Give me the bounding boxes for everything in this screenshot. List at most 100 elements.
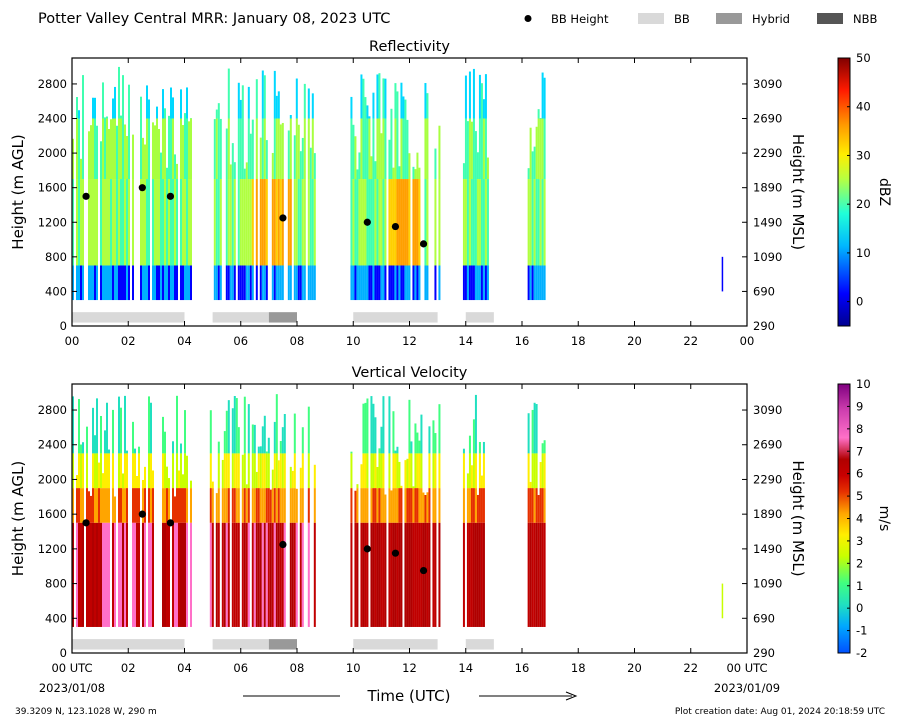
- heatmap-cell: [402, 118, 405, 180]
- bb-type-segment: [212, 312, 269, 323]
- x-tick-label: 02: [121, 334, 136, 348]
- heatmap-cell: [299, 488, 302, 523]
- heatmap-cell: [148, 265, 150, 301]
- heatmap-cell: [472, 265, 475, 301]
- heatmap-cell: [529, 522, 532, 627]
- heatmap-cell: [366, 398, 369, 454]
- heatmap-cell: [480, 265, 483, 301]
- heatmap-cell: [412, 522, 415, 627]
- heatmap-cell: [273, 522, 276, 627]
- heatmap-cell: [110, 265, 112, 301]
- legend-swatch: [638, 13, 664, 24]
- heatmap-cell: [114, 179, 116, 266]
- heatmap-cell: [537, 118, 540, 180]
- heatmap-cell: [180, 522, 182, 627]
- heatmap-cell: [410, 522, 413, 627]
- heatmap-cell: [241, 488, 244, 523]
- heatmap-cell: [472, 179, 475, 266]
- heatmap-cell: [396, 118, 399, 180]
- creation-date-text: Plot creation date: Aug 01, 2024 20:18:5…: [675, 707, 885, 717]
- heatmap-cell: [172, 522, 174, 627]
- heatmap-cell: [96, 522, 98, 627]
- heatmap-cell: [283, 414, 286, 454]
- heatmap-cell: [158, 128, 160, 180]
- heatmap-cell: [227, 522, 230, 627]
- heatmap-cell: [370, 396, 373, 454]
- heatmap-cell: [350, 179, 353, 266]
- heatmap-cell: [281, 179, 284, 266]
- heatmap-cell: [354, 490, 357, 523]
- heatmap-cell: [531, 409, 534, 454]
- y-axis-label: Height (m AGL): [9, 461, 27, 576]
- heatmap-cell: [382, 488, 385, 523]
- bb-height-point: [138, 510, 146, 518]
- heatmap-cell: [299, 467, 302, 489]
- heatmap-cell: [186, 265, 188, 301]
- heatmap-cell: [102, 488, 104, 523]
- legend-label: Hybrid: [752, 12, 790, 26]
- heatmap-cell: [174, 496, 176, 523]
- heatmap-cell: [424, 118, 427, 180]
- heatmap-cell: [92, 522, 94, 627]
- figure-title: Potter Valley Central MRR: January 08, 2…: [38, 11, 390, 27]
- heatmap-cell: [394, 488, 397, 523]
- heatmap-cell: [468, 522, 471, 627]
- heatmap-cell: [108, 522, 110, 627]
- heatmap-cell: [259, 453, 262, 489]
- heatmap-cell: [362, 453, 365, 489]
- heatmap-cell: [132, 265, 134, 301]
- heatmap-cell: [478, 441, 481, 454]
- heatmap-cell: [209, 488, 212, 523]
- heatmap-cell: [533, 402, 536, 454]
- heatmap-cell: [370, 522, 373, 627]
- heatmap-cell: [213, 265, 216, 301]
- x-tick-label: 22: [683, 661, 698, 675]
- heatmap-cell: [82, 75, 84, 119]
- heatmap-cell: [184, 453, 186, 489]
- y-right-tick-label: 2690: [753, 112, 782, 126]
- heatmap-cell: [170, 265, 172, 301]
- heatmap-cell: [229, 265, 232, 301]
- heatmap-cell: [426, 265, 429, 301]
- heatmap-cell: [241, 454, 244, 489]
- heatmap-cell: [358, 265, 361, 301]
- heatmap-cell: [426, 93, 429, 119]
- heatmap-cell: [291, 488, 294, 523]
- heatmap-cell: [164, 265, 166, 301]
- heatmap-cell: [390, 265, 393, 301]
- heatmap-cell: [301, 488, 304, 523]
- heatmap-cell: [301, 427, 304, 454]
- heatmap-cell: [472, 453, 475, 489]
- y-tick-label: 800: [45, 250, 67, 264]
- heatmap-cell: [311, 118, 314, 180]
- heatmap-cell: [396, 91, 399, 119]
- heatmap-cell: [172, 488, 174, 523]
- heatmap-cell: [164, 118, 166, 180]
- heatmap-cell: [80, 179, 82, 266]
- heatmap-cell: [114, 496, 116, 523]
- heatmap-cell: [237, 118, 240, 180]
- heatmap-cell: [307, 488, 310, 523]
- heatmap-cell: [476, 494, 479, 523]
- heatmap-cell: [382, 118, 385, 180]
- heatmap-cell: [233, 162, 236, 180]
- heatmap-cell: [295, 78, 298, 119]
- heatmap-cell: [152, 265, 154, 301]
- heatmap-cell: [120, 115, 122, 119]
- bb-height-point: [419, 566, 428, 575]
- heatmap-cell: [478, 453, 481, 489]
- heatmap-cell: [138, 453, 140, 489]
- heatmap-cell: [128, 179, 130, 266]
- heatmap-cell: [132, 179, 134, 266]
- heatmap-cell: [414, 488, 417, 523]
- heatmap-cell: [484, 118, 487, 180]
- panel-title: Reflectivity: [369, 39, 450, 55]
- heatmap-cell: [82, 453, 84, 489]
- heatmap-cell: [466, 265, 469, 301]
- heatmap-cell: [277, 460, 280, 489]
- heatmap-cell: [426, 118, 429, 180]
- heatmap-cell: [277, 522, 280, 627]
- heatmap-cell: [239, 99, 242, 119]
- heatmap-cell: [279, 453, 282, 489]
- heatmap-cell: [428, 453, 431, 489]
